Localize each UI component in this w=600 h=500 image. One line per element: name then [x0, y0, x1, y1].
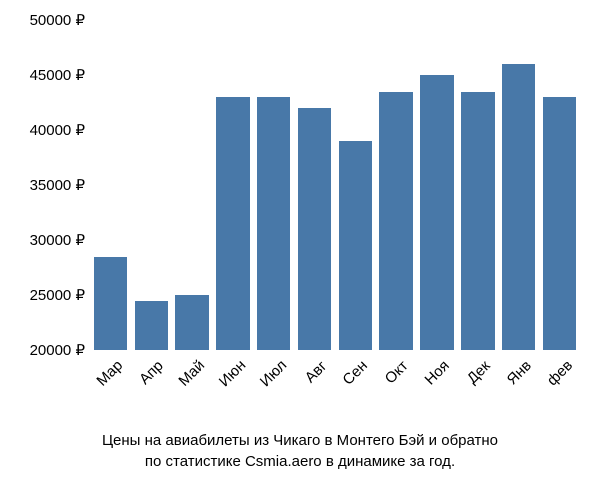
bar-slot	[90, 20, 131, 350]
x-tick-label: Окт	[382, 357, 412, 387]
bar	[339, 141, 372, 350]
bar	[257, 97, 290, 350]
y-tick-label: 25000 ₽	[0, 286, 85, 304]
price-chart: 20000 ₽ 25000 ₽ 30000 ₽ 35000 ₽ 40000 ₽ 45000…	[0, 0, 600, 500]
bar	[298, 108, 331, 350]
x-tick-label: Мар	[94, 357, 127, 390]
y-tick-label: 45000 ₽	[0, 66, 85, 84]
x-label-slot: Дек	[457, 355, 498, 425]
y-tick-label: 35000 ₽	[0, 176, 85, 194]
bar	[543, 97, 576, 350]
bar	[461, 92, 494, 351]
bar-slot	[131, 20, 172, 350]
x-label-slot: Сен	[335, 355, 376, 425]
y-tick-label: 30000 ₽	[0, 231, 85, 249]
bar	[135, 301, 168, 351]
bar	[175, 295, 208, 350]
x-tick-label: Ноя	[422, 357, 453, 388]
bar-slot	[253, 20, 294, 350]
x-label-slot: Июн	[212, 355, 253, 425]
x-tick-label: Янв	[503, 357, 534, 388]
x-label-slot: Окт	[376, 355, 417, 425]
bar-slot	[172, 20, 213, 350]
bar-slot	[335, 20, 376, 350]
x-tick-label: Апр	[136, 357, 167, 388]
x-tick-label: Июн	[216, 357, 249, 390]
bar	[216, 97, 249, 350]
x-tick-label: фев	[543, 357, 575, 389]
bar-slot	[457, 20, 498, 350]
chart-caption: Цены на авиабилеты из Чикаго в Монтего Б…	[0, 430, 600, 472]
x-tick-label: Дек	[464, 357, 494, 387]
x-label-slot: Авг	[294, 355, 335, 425]
bars-group	[90, 20, 580, 350]
y-axis: 20000 ₽25000 ₽30000 ₽35000 ₽40000 ₽45000…	[0, 20, 85, 350]
bar-slot	[294, 20, 335, 350]
bar-slot	[417, 20, 458, 350]
bar-slot	[212, 20, 253, 350]
y-tick-label: 50000 ₽	[0, 11, 85, 29]
x-tick-label: Май	[175, 357, 208, 390]
y-tick-label: 40000 ₽	[0, 121, 85, 139]
x-axis-labels: Мар Апр МайИюнИюл Авг Сен Окт Ноя Дек Янвфев	[90, 355, 580, 425]
caption-line-1: Цены на авиабилеты из Чикаго в Монтего Б…	[102, 432, 498, 449]
x-tick-label: Сен	[340, 357, 371, 388]
plot-area	[90, 20, 580, 350]
x-label-slot: фев	[539, 355, 580, 425]
bar-slot	[539, 20, 580, 350]
bar	[94, 257, 127, 351]
y-tick-label: 20000 ₽	[0, 341, 85, 359]
bar-slot	[498, 20, 539, 350]
caption-line-2: по статистике Csmia.aero в динамике за г…	[145, 453, 455, 470]
x-label-slot: Май	[172, 355, 213, 425]
x-label-slot: Мар	[90, 355, 131, 425]
x-label-slot: Апр	[131, 355, 172, 425]
bar	[420, 75, 453, 350]
bar	[379, 92, 412, 351]
x-label-slot: Июл	[253, 355, 294, 425]
bar-slot	[376, 20, 417, 350]
x-label-slot: Янв	[498, 355, 539, 425]
x-tick-label: Авг	[301, 358, 330, 387]
x-tick-label: Июл	[256, 357, 290, 391]
x-label-slot: Ноя	[417, 355, 458, 425]
bar	[502, 64, 535, 350]
